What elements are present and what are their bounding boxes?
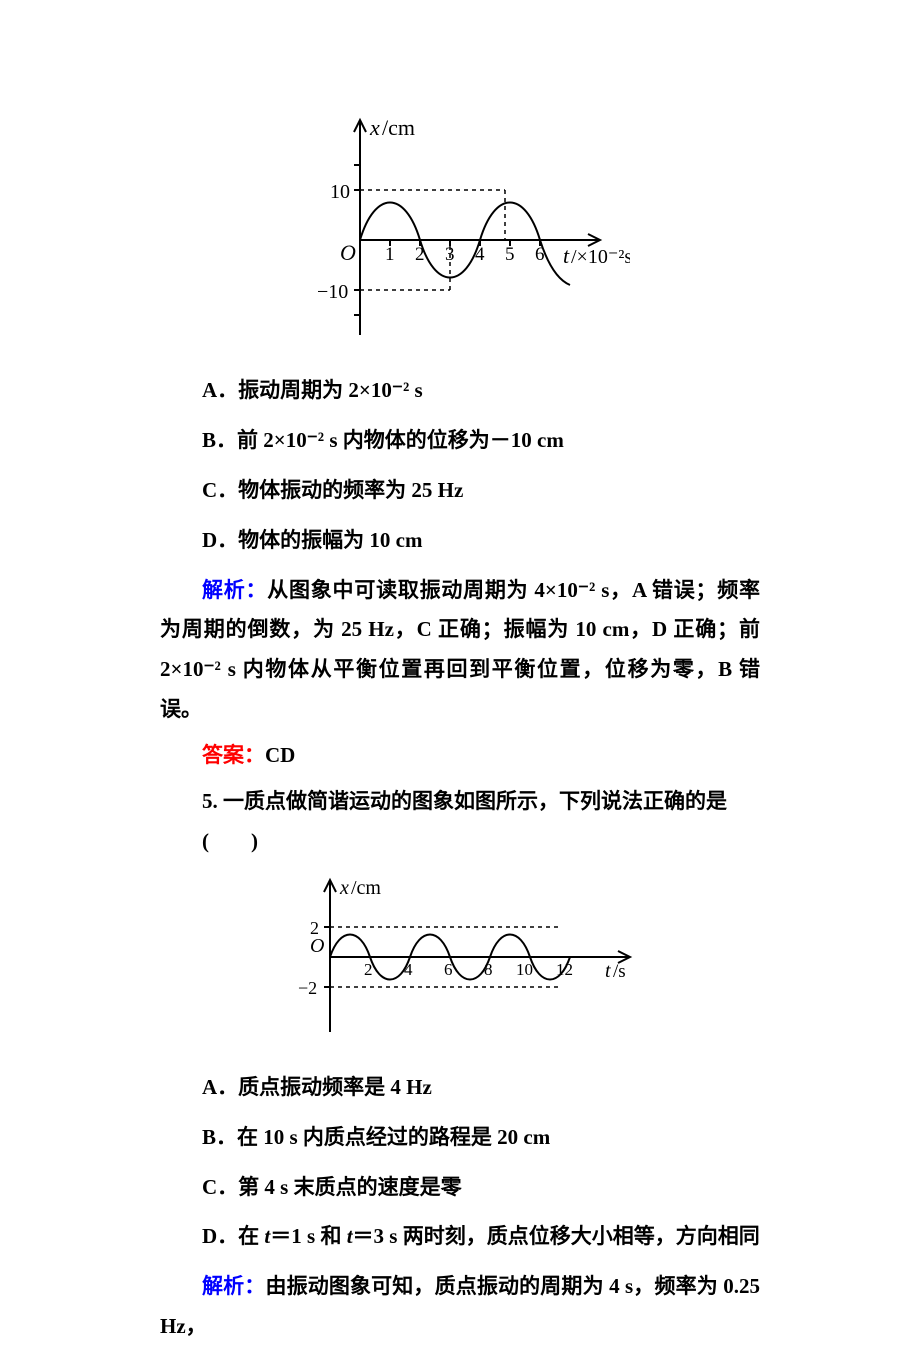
figure-1: x /cm 10 −10 O 1 2 3 4 5 6 t /×10⁻²s: [160, 110, 760, 351]
svg-text:2: 2: [415, 244, 425, 265]
figure-1-svg: x /cm 10 −10 O 1 2 3 4 5 6 t /×10⁻²s: [290, 110, 630, 345]
svg-text:10: 10: [330, 181, 350, 203]
q5-stem: 5. 一质点做简谐运动的图象如图所示，下列说法正确的是( ): [202, 782, 760, 862]
svg-text:4: 4: [475, 244, 485, 265]
svg-text:/s: /s: [613, 961, 626, 982]
svg-text:−10: −10: [317, 281, 348, 303]
q5-stem-text: 一质点做简谐运动的图象如图所示，下列说法正确的是( ): [202, 789, 727, 853]
q4-option-c: C．物体振动的频率为 25 Hz: [202, 471, 760, 511]
svg-text:x: x: [369, 115, 380, 140]
svg-text:x: x: [339, 877, 349, 899]
figure-2-svg: x /cm 2 −2 O 2 4 6 8 10 12 t /s: [260, 872, 660, 1042]
q5-d-mid1: ＝1 s 和: [270, 1224, 346, 1248]
q5-d-pre: D．在: [202, 1224, 264, 1248]
q5-option-b: B．在 10 s 内质点经过的路程是 20 cm: [202, 1118, 760, 1158]
svg-text:/cm: /cm: [351, 877, 381, 899]
answer-value: CD: [265, 743, 295, 767]
analysis-label: 解析：: [202, 578, 267, 602]
q5-number: 5.: [202, 789, 218, 813]
svg-text:3: 3: [445, 244, 455, 265]
svg-text:5: 5: [505, 244, 515, 265]
svg-text:2: 2: [364, 960, 373, 979]
svg-text:t: t: [563, 243, 570, 268]
svg-text:8: 8: [484, 960, 493, 979]
svg-text:/×10⁻²s: /×10⁻²s: [571, 246, 630, 268]
svg-text:12: 12: [556, 960, 573, 979]
q5-option-c: C．第 4 s 末质点的速度是零: [202, 1168, 760, 1208]
svg-text:/cm: /cm: [382, 115, 415, 140]
q5-option-d: D．在 t＝1 s 和 t＝3 s 两时刻，质点位移大小相等，方向相同: [202, 1217, 760, 1257]
q4-option-d: D．物体的振幅为 10 cm: [202, 521, 760, 561]
figure-2: x /cm 2 −2 O 2 4 6 8 10 12 t /s: [160, 872, 760, 1048]
svg-text:6: 6: [535, 244, 545, 265]
svg-text:O: O: [340, 240, 356, 265]
svg-text:4: 4: [404, 960, 413, 979]
q5-analysis: 解析：由振动图象可知，质点振动的周期为 4 s，频率为 0.25 Hz，: [160, 1267, 760, 1347]
answer-label: 答案：: [202, 743, 265, 767]
q4-answer: 答案：CD: [160, 736, 760, 776]
analysis-label-2: 解析：: [202, 1274, 265, 1298]
svg-text:t: t: [605, 960, 611, 982]
q4-analysis: 解析：从图象中可读取振动周期为 4×10⁻² s，A 错误；频率为周期的倒数，为…: [160, 571, 760, 731]
svg-text:10: 10: [516, 960, 533, 979]
q4-option-a: A．振动周期为 2×10⁻² s: [202, 371, 760, 411]
svg-text:−2: −2: [298, 978, 317, 998]
svg-text:6: 6: [444, 960, 453, 979]
q5-option-a: A．质点振动频率是 4 Hz: [202, 1068, 760, 1108]
svg-text:1: 1: [385, 244, 395, 265]
q4-option-b: B．前 2×10⁻² s 内物体的位移为－10 cm: [202, 421, 760, 461]
svg-text:O: O: [310, 935, 324, 957]
q5-d-mid2: ＝3 s 两时刻，质点位移大小相等，方向相同: [353, 1224, 760, 1248]
